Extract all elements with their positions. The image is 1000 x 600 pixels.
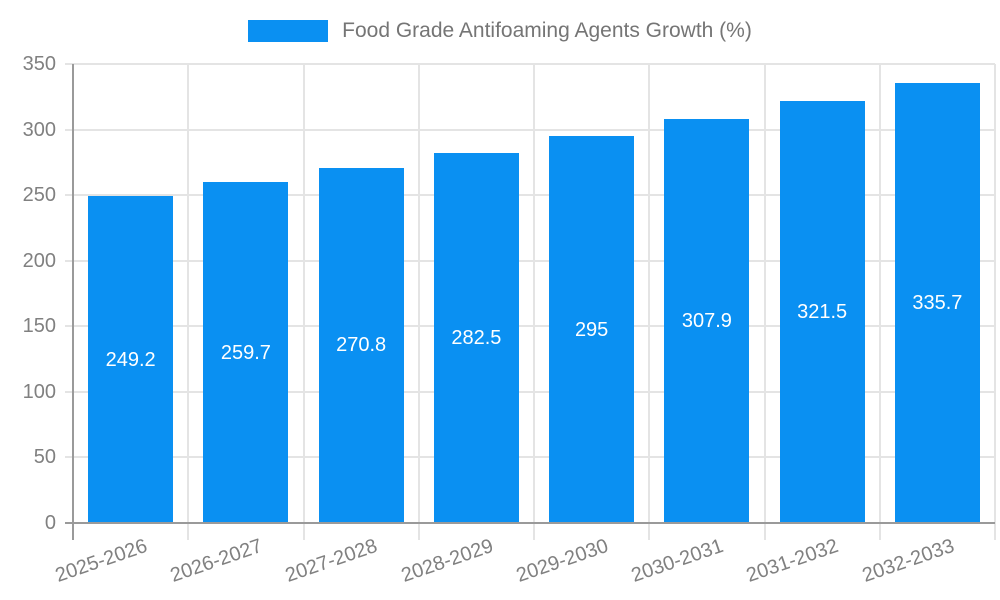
x-gridline-tick xyxy=(302,64,305,540)
y-axis-tick-label: 0 xyxy=(44,512,56,534)
bar xyxy=(549,136,635,523)
x-axis-tick-label: 2025-2026 xyxy=(52,534,151,587)
y-axis-tick-label: 150 xyxy=(22,315,56,338)
bar xyxy=(88,196,174,523)
x-gridline-tick xyxy=(878,64,881,540)
bar-value-label: 249.2 xyxy=(105,348,156,371)
bar-value-label: 295 xyxy=(574,318,609,341)
legend-swatch-icon xyxy=(248,20,329,42)
y-gridline xyxy=(65,128,995,131)
y-axis-line xyxy=(72,64,74,540)
bar-value-label: 335.7 xyxy=(912,291,963,314)
bar-value-label: 282.5 xyxy=(451,326,502,349)
chart-legend-item[interactable]: Food Grade Antifoaming Agents Growth (%) xyxy=(0,18,1000,44)
y-gridline xyxy=(65,194,995,197)
bar-value-label: 270.8 xyxy=(336,334,387,357)
y-gridline xyxy=(65,390,995,393)
y-axis-tick-label: 50 xyxy=(33,446,56,469)
bar-value-label: 321.5 xyxy=(797,301,848,324)
x-axis-line xyxy=(65,522,995,524)
x-gridline-tick xyxy=(648,64,651,540)
bar-value-label: 307.9 xyxy=(681,310,732,333)
bar xyxy=(894,82,980,523)
bar xyxy=(664,119,750,523)
x-axis-tick-label: 2032-2033 xyxy=(859,534,957,587)
y-axis-tick-label: 300 xyxy=(22,118,56,141)
bar-value-label: 259.7 xyxy=(220,341,271,364)
bar xyxy=(779,101,865,523)
x-axis-tick-label: 2026-2027 xyxy=(167,534,266,587)
x-gridline-tick xyxy=(763,64,766,540)
y-gridline xyxy=(65,63,995,65)
x-axis-tick-label: 2027-2028 xyxy=(283,534,381,587)
x-axis-tick-label: 2030-2031 xyxy=(628,534,727,587)
x-axis-tick-label: 2028-2029 xyxy=(398,534,496,587)
y-axis-tick-label: 100 xyxy=(22,380,56,403)
y-gridline xyxy=(65,456,995,459)
y-axis-tick-label: 200 xyxy=(22,249,56,272)
x-axis-tick-label: 2029-2030 xyxy=(513,534,612,587)
y-gridline xyxy=(65,259,995,262)
x-axis-tick-label: 2031-2032 xyxy=(744,534,842,587)
bar xyxy=(203,182,289,523)
bar xyxy=(433,152,519,523)
y-axis-tick-label: 250 xyxy=(22,184,56,207)
bar xyxy=(318,167,404,523)
x-gridline-tick xyxy=(994,64,996,540)
y-gridline xyxy=(65,325,995,328)
x-gridline-tick xyxy=(417,64,420,540)
legend-label: Food Grade Antifoaming Agents Growth (%) xyxy=(342,19,752,42)
x-gridline-tick xyxy=(187,64,190,540)
y-axis-tick-label: 350 xyxy=(22,53,56,75)
x-gridline-tick xyxy=(533,64,535,540)
